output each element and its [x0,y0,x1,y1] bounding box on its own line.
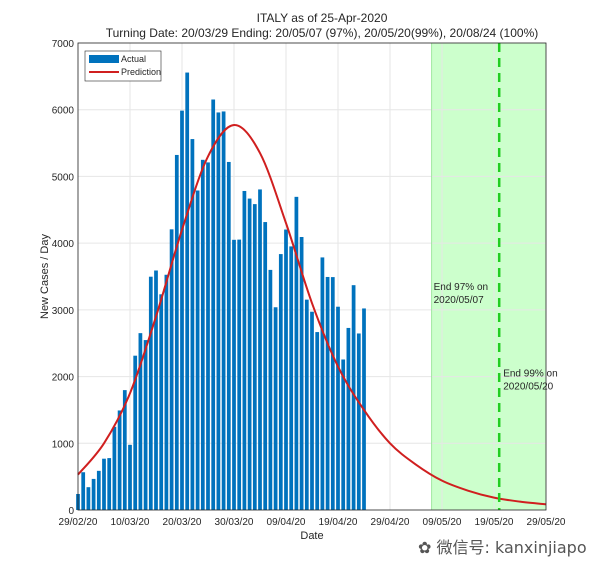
bar-actual [190,139,195,510]
bar-actual [102,458,106,510]
watermark-text: 微信号: kanxinjiapo [436,538,587,557]
annotation-text: 2020/05/20 [503,382,553,393]
bar-actual [81,472,86,510]
y-tick-label: 7000 [52,39,75,50]
chart-title: ITALY as of 25-Apr-2020 [257,11,388,25]
bar-actual [252,204,257,511]
bar-actual [221,111,226,511]
watermark: ✿ 微信号: kanxinjiapo [418,534,587,558]
bar-actual [304,299,309,510]
bar-actual [148,276,153,510]
y-tick-label: 5000 [52,172,75,183]
x-tick-label: 09/04/20 [267,517,306,528]
bar-actual [330,277,335,510]
legend-prediction-label: Prediction [121,67,161,77]
bar-actual [154,270,158,510]
annotation-text: End 99% on [503,369,558,380]
bar-actual [356,333,361,510]
bar-actual [206,162,210,510]
annotation-text: End 97% on [434,282,489,293]
bar-actual [200,159,205,510]
bar-actual [112,426,117,510]
bar-actual [86,487,91,510]
bar-actual [226,161,231,510]
bar-actual [143,340,148,510]
bar-actual [268,269,273,510]
bar-actual [117,410,122,510]
bar-actual [325,276,330,510]
y-tick-label: 6000 [52,106,75,117]
legend-actual-label: Actual [121,54,146,64]
bar-actual [273,307,278,510]
bar-actual [133,355,138,510]
y-axis-label: New Cases / Day [39,234,51,319]
bar-actual [320,257,325,510]
bar-actual [159,294,164,510]
bar-actual [138,333,143,510]
wechat-icon: ✿ [418,538,437,557]
prediction-line [77,124,547,506]
bar-actual [242,190,247,510]
y-tick-label: 0 [68,506,74,517]
bar-actual [128,444,132,510]
y-tick-label: 2000 [52,373,75,384]
bar-actual [180,110,184,510]
bar-actual [310,311,314,510]
bar-actual [122,390,127,510]
bar-actual [247,198,252,511]
bar-actual [96,470,101,510]
bar-actual [315,332,320,510]
x-axis-label: Date [300,530,323,542]
annotation-text: 2020/05/07 [434,295,484,306]
chart-subtitle: Turning Date: 20/03/29 Ending: 20/05/07 … [106,26,539,40]
legend-actual-swatch [89,55,119,63]
bar-actual [91,478,96,510]
bar-actual [164,274,169,510]
bar-actual [232,239,236,511]
axes-box [77,42,547,511]
prediction-shaded-region [431,43,546,510]
y-tick-label: 3000 [52,306,75,317]
x-tick-label: 29/05/20 [527,517,566,528]
x-tick-label: 09/05/20 [423,517,462,528]
bar-actual [211,99,216,510]
x-tick-label: 29/02/20 [59,517,98,528]
x-tick-label: 19/04/20 [319,517,358,528]
y-tick-label: 4000 [52,239,75,250]
bar-actual [351,285,356,510]
bar-actual [237,239,242,510]
x-tick-label: 30/03/20 [215,517,254,528]
x-tick-label: 10/03/20 [111,517,150,528]
x-tick-label: 19/05/20 [475,517,514,528]
bar-actual [195,190,200,510]
bar-actual [216,112,221,510]
bar-actual [294,196,299,510]
bar-actual [284,229,288,510]
x-tick-label: 29/04/20 [371,517,410,528]
bar-actual [278,254,283,510]
bar-actual [341,359,346,510]
bar-actual [299,237,304,511]
y-tick-label: 1000 [52,439,75,450]
x-tick-label: 20/03/20 [163,517,202,528]
bar-actual [169,229,174,510]
bar-actual [263,222,268,510]
bar-actual [258,189,262,510]
bar-actual [336,306,340,510]
bar-actual [346,327,351,510]
bar-actual [107,458,112,510]
bar-actual [185,72,190,510]
bar-actual [289,246,294,510]
bar-actual [174,154,179,510]
